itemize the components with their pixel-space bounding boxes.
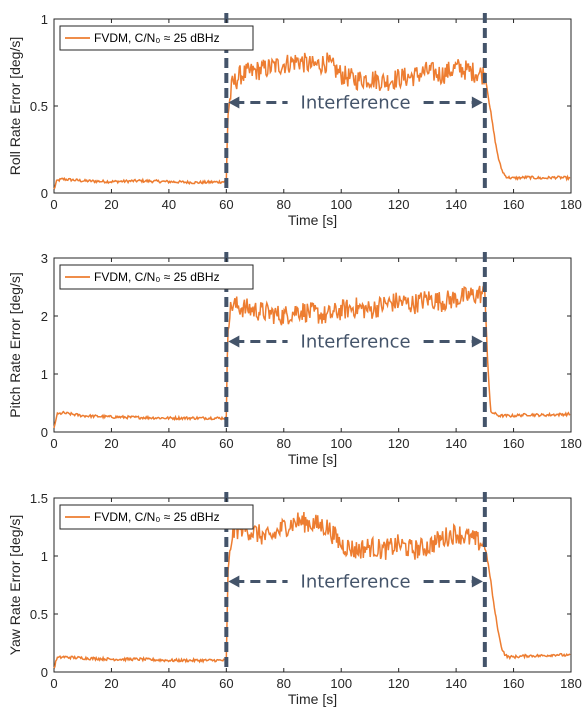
- y-tick-label: 0.5: [30, 99, 48, 114]
- x-axis-label: Time [s]: [288, 451, 337, 467]
- x-tick-label: 180: [560, 197, 582, 212]
- interference-label: Interference: [301, 332, 411, 353]
- interference-arrowhead-right: [471, 96, 483, 109]
- y-tick-label: 0: [41, 665, 48, 680]
- series-line-1: [53, 283, 571, 429]
- plot-area: [53, 257, 572, 433]
- legend-entry: FVDM, C/N₀ ≈ 25 dBHz: [94, 510, 220, 524]
- y-axis-label: Yaw Rate Error [deg/s]: [7, 515, 23, 656]
- x-tick-label: 0: [50, 676, 57, 691]
- x-tick-label: 40: [162, 436, 176, 451]
- interference-label: Interference: [301, 93, 411, 114]
- y-tick-label: 0: [41, 425, 48, 440]
- x-tick-label: 80: [277, 676, 291, 691]
- legend-entry: FVDM, C/N₀ ≈ 25 dBHz: [94, 270, 220, 284]
- plot-area: [53, 497, 572, 673]
- interference-arrowhead-left: [228, 575, 240, 588]
- interference-arrowhead-left: [228, 96, 240, 109]
- x-axis-label: Time [s]: [288, 212, 337, 228]
- x-tick-label: 80: [277, 436, 291, 451]
- y-tick-label: 1: [41, 367, 48, 382]
- x-tick-label: 40: [162, 676, 176, 691]
- x-tick-label: 100: [330, 676, 352, 691]
- x-tick-label: 160: [503, 197, 525, 212]
- x-tick-label: 160: [503, 676, 525, 691]
- interference-arrowhead-right: [471, 335, 483, 348]
- interference-arrowhead-right: [471, 575, 483, 588]
- x-tick-label: 120: [388, 676, 410, 691]
- y-tick-label: 2: [41, 309, 48, 324]
- interference-arrowhead-left: [228, 335, 240, 348]
- legend-box: [59, 504, 254, 530]
- x-tick-label: 20: [104, 197, 118, 212]
- x-tick-label: 20: [104, 436, 118, 451]
- y-tick-label: 1.5: [30, 491, 48, 506]
- x-tick-label: 180: [560, 436, 582, 451]
- x-tick-label: 120: [388, 436, 410, 451]
- chart-panel-1: Interference 0 20 40 60 80 100 120 140 160 180 0 0.5…: [7, 12, 582, 228]
- x-axis-label: Time [s]: [288, 691, 337, 707]
- x-tick-label: 160: [503, 436, 525, 451]
- x-tick-label: 0: [50, 436, 57, 451]
- y-axis-label: Roll Rate Error [deg/s]: [7, 37, 23, 176]
- y-tick-label: 0: [41, 186, 48, 201]
- x-tick-label: 60: [219, 436, 233, 451]
- x-tick-label: 40: [162, 197, 176, 212]
- x-tick-label: 140: [445, 676, 467, 691]
- legend-box: [59, 25, 254, 51]
- x-tick-label: 100: [330, 197, 352, 212]
- y-tick-label: 3: [41, 251, 48, 266]
- x-tick-label: 180: [560, 676, 582, 691]
- x-tick-label: 140: [445, 436, 467, 451]
- y-tick-label: 1: [41, 12, 48, 27]
- legend-entry: FVDM, C/N₀ ≈ 25 dBHz: [94, 31, 220, 45]
- x-tick-label: 20: [104, 676, 118, 691]
- legend-box: [59, 264, 254, 290]
- y-tick-label: 1: [41, 549, 48, 564]
- chart-panel-3: Interference 0 20 40 60 80 100 120 140 160 180 0 0.5…: [7, 491, 582, 707]
- x-tick-label: 100: [330, 436, 352, 451]
- x-tick-label: 120: [388, 197, 410, 212]
- series-line-1: [53, 52, 571, 190]
- x-tick-label: 60: [219, 676, 233, 691]
- x-tick-label: 140: [445, 197, 467, 212]
- y-axis-label: Pitch Rate Error [deg/s]: [7, 272, 23, 418]
- x-tick-label: 0: [50, 197, 57, 212]
- x-tick-label: 80: [277, 197, 291, 212]
- x-tick-label: 60: [219, 197, 233, 212]
- interference-label: Interference: [301, 572, 411, 593]
- chart-panel-2: Interference 0 20 40 60 80 100 120 140 160 180 0 1 2 3…: [7, 251, 582, 467]
- y-tick-label: 0.5: [30, 607, 48, 622]
